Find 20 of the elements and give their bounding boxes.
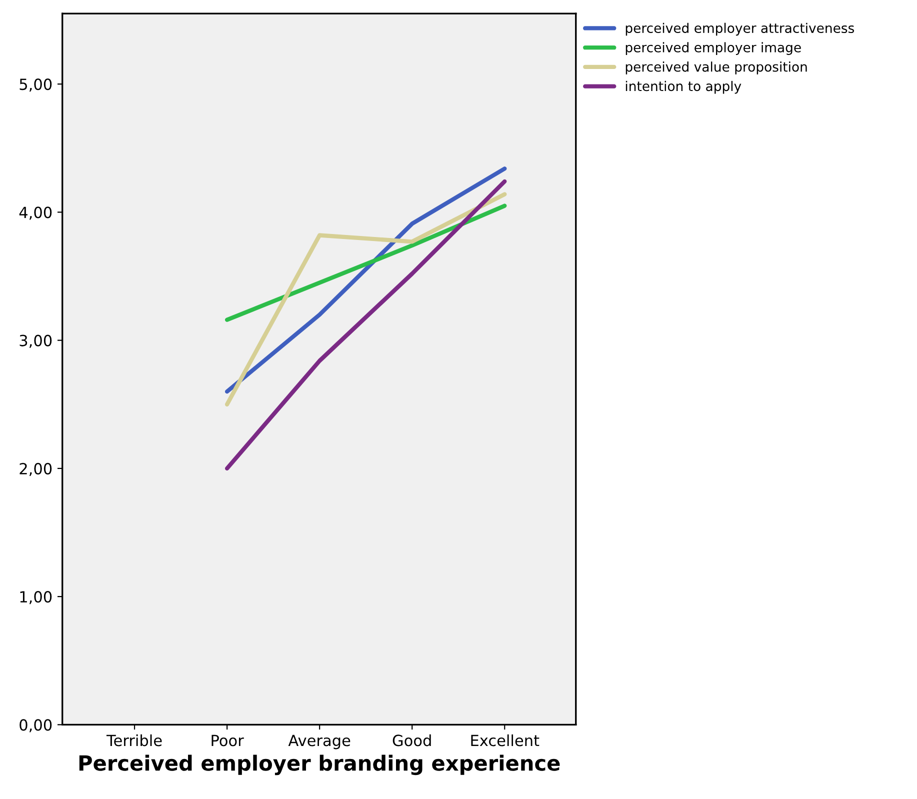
x-axis-title: Perceived employer branding experience — [79, 754, 560, 776]
x-tick-label: Excellent — [471, 734, 540, 746]
x-tick-label: Average — [288, 734, 350, 750]
line-series — [224, 192, 507, 406]
line-series — [224, 179, 507, 471]
legend-label: perceived employer attractiveness — [626, 22, 854, 36]
y-tick-label: 1,00 — [20, 591, 52, 604]
y-tick-label: 2,00 — [20, 462, 52, 476]
legend-label: intention to apply — [626, 80, 742, 94]
line-series — [224, 166, 507, 394]
legend-label: perceived employer image — [626, 42, 801, 55]
y-tick-label: 3,00 — [20, 334, 52, 348]
legend-label: perceived value proposition — [626, 62, 807, 74]
line-series — [224, 204, 507, 322]
x-tick-label: Poor — [212, 734, 244, 746]
x-tick-label: Good — [392, 734, 431, 746]
y-tick-label: 0,00 — [20, 719, 52, 732]
y-tick-label: 4,00 — [19, 206, 52, 220]
y-tick-label: 5,00 — [20, 78, 52, 92]
x-tick-label: Terrible — [106, 734, 162, 746]
